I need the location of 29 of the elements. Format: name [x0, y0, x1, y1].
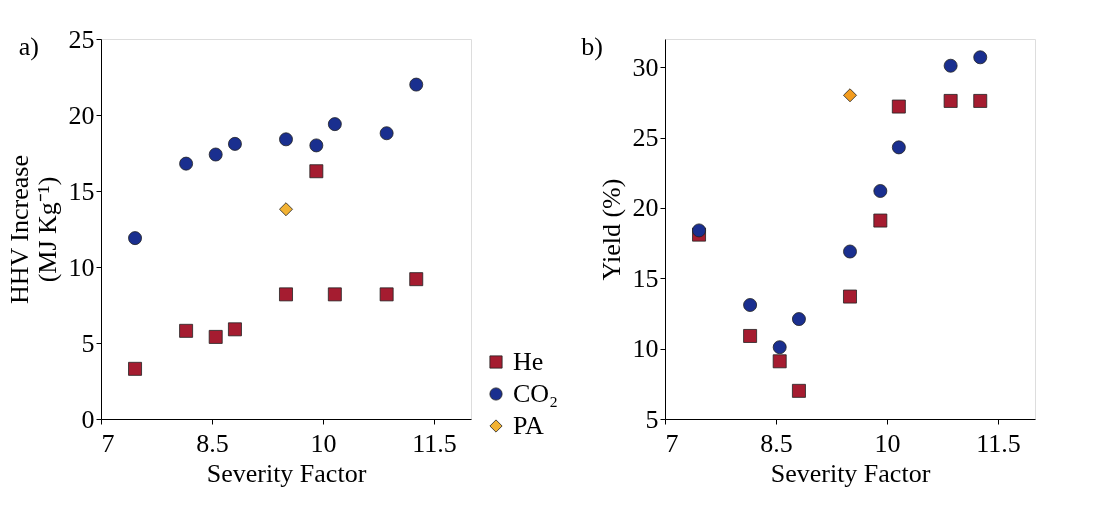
- x-tick-label: 10: [874, 428, 901, 458]
- legend-label: PA: [513, 411, 545, 440]
- y-tick-label: 15: [632, 263, 659, 293]
- y-tick-label: 20: [68, 100, 95, 130]
- legend-label: He: [513, 347, 544, 376]
- y-tick-label: 25: [68, 24, 95, 54]
- text: a): [18, 32, 39, 61]
- y-tick-label: 0: [81, 404, 95, 434]
- y-tick-label: 25: [632, 123, 659, 153]
- y-tick-label: 30: [632, 52, 659, 82]
- y-axis-title: HHV Increase (MJ Kg⁻¹): [4, 155, 62, 304]
- x-tick-label: 7: [101, 428, 115, 458]
- y-tick-label: 15: [68, 176, 95, 206]
- y-tick-label: 5: [645, 404, 659, 434]
- x-tick-label: 11.5: [976, 428, 1021, 458]
- x-axis-title: Severity Factor: [206, 458, 367, 488]
- x-tick-label: 8.5: [196, 428, 229, 458]
- legend-label: CO₂: [513, 379, 559, 408]
- text: b): [581, 32, 603, 61]
- y-tick-label: 20: [632, 193, 659, 223]
- x-axis-title: Severity Factor: [770, 458, 931, 488]
- y-tick-label: 5: [81, 328, 95, 358]
- y-axis-title: Yield (%): [596, 178, 626, 281]
- x-tick-label: 7: [665, 428, 679, 458]
- x-tick-label: 11.5: [412, 428, 457, 458]
- x-tick-label: 10: [310, 428, 337, 458]
- x-tick-label: 8.5: [760, 428, 793, 458]
- y-tick-label: 10: [68, 252, 95, 282]
- y-tick-label: 10: [632, 334, 659, 364]
